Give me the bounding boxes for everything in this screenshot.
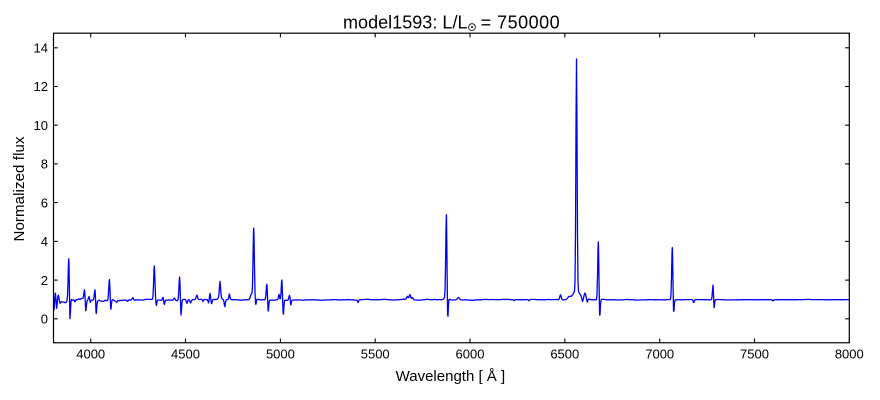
svg-text:8000: 8000 [835, 347, 864, 362]
svg-text:2: 2 [41, 273, 48, 288]
svg-text:14: 14 [34, 41, 48, 56]
svg-text:4: 4 [41, 234, 48, 249]
svg-text:7500: 7500 [740, 347, 769, 362]
svg-text:6500: 6500 [550, 347, 579, 362]
svg-text:6: 6 [41, 195, 48, 210]
svg-text:8: 8 [41, 157, 48, 172]
svg-text:5000: 5000 [266, 347, 295, 362]
svg-text:7000: 7000 [645, 347, 674, 362]
svg-text:Wavelength [ Å ]: Wavelength [ Å ] [396, 368, 506, 385]
svg-text:10: 10 [34, 118, 48, 133]
svg-text:= 750000: = 750000 [481, 12, 560, 32]
svg-text:4000: 4000 [76, 347, 105, 362]
svg-text:model1593: L/L: model1593: L/L [343, 12, 468, 32]
svg-text:4500: 4500 [171, 347, 200, 362]
svg-text:12: 12 [34, 79, 48, 94]
svg-text:Normalized flux: Normalized flux [11, 136, 28, 242]
svg-text:0: 0 [41, 312, 48, 327]
svg-text:6000: 6000 [456, 347, 485, 362]
svg-text:5500: 5500 [361, 347, 390, 362]
